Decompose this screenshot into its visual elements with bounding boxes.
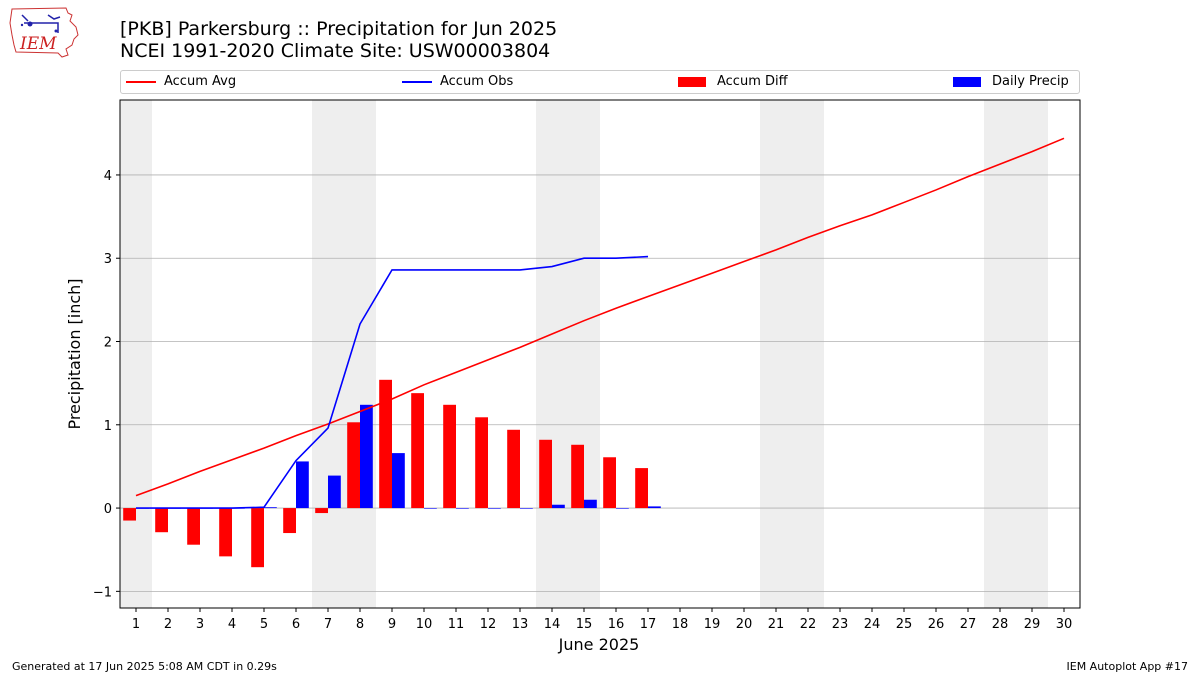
x-axis-label: June 2025 <box>558 635 640 654</box>
weekend-band <box>312 100 376 608</box>
x-tick-label: 12 <box>480 617 497 632</box>
daily-precip-bar <box>584 499 597 509</box>
x-tick-label: 26 <box>928 617 945 632</box>
daily-precip-bar <box>360 404 373 509</box>
y-tick-label: −1 <box>93 585 112 600</box>
accum-diff-bar <box>187 508 200 545</box>
accum-obs-line <box>136 255 649 509</box>
accum-diff-bar <box>539 439 552 509</box>
x-tick-label: 25 <box>896 617 913 632</box>
legend-label-accum-diff: Accum Diff <box>717 74 788 89</box>
accum-diff-bar <box>507 429 520 509</box>
x-tick-label: 14 <box>544 617 561 632</box>
x-tick-label: 23 <box>832 617 849 632</box>
accum-diff-bar <box>251 508 264 568</box>
accum-diff-bar <box>603 457 616 509</box>
x-tick-label: 29 <box>1024 617 1041 632</box>
accum-diff-bar <box>315 508 328 514</box>
accum-diff-bar <box>475 417 488 509</box>
logo-text: IEM <box>19 34 57 54</box>
daily-precip-bar <box>328 475 341 509</box>
x-tick-label: 10 <box>416 617 433 632</box>
accum-diff-bar <box>155 508 168 533</box>
x-tick-label: 4 <box>228 617 236 632</box>
legend-swatch-accum-diff <box>678 77 706 87</box>
legend-swatch-accum-avg <box>126 81 156 83</box>
x-tick-label: 2 <box>164 617 172 632</box>
daily-precip-bar <box>392 453 405 509</box>
accum-diff-bar <box>283 508 296 534</box>
footer-app: IEM Autoplot App #17 <box>1066 660 1189 673</box>
accum-diff-bar <box>635 468 648 509</box>
x-tick-label: 27 <box>960 617 977 632</box>
accum-diff-bar <box>443 404 456 509</box>
x-tick-label: 20 <box>736 617 753 632</box>
accum-avg-line <box>135 137 1065 497</box>
weekend-band <box>984 100 1048 608</box>
x-tick-label: 11 <box>448 617 465 632</box>
x-tick-label: 8 <box>356 617 364 632</box>
y-axis-label: Precipitation [inch] <box>65 278 84 429</box>
x-tick-label: 19 <box>704 617 721 632</box>
legend-label-accum-avg: Accum Avg <box>164 74 237 89</box>
weekend-band <box>536 100 600 608</box>
accum-diff-bar <box>571 444 584 509</box>
x-tick-label: 1 <box>132 617 140 632</box>
chart-subtitle: NCEI 1991-2020 Climate Site: USW00003804 <box>120 40 551 62</box>
legend-swatch-daily-precip <box>953 77 981 87</box>
accum-diff-bar <box>347 422 360 509</box>
footer-generated: Generated at 17 Jun 2025 5:08 AM CDT in … <box>12 660 277 673</box>
x-tick-label: 13 <box>512 617 529 632</box>
x-tick-label: 6 <box>292 617 300 632</box>
accum-diff-bar <box>411 393 424 509</box>
x-tick-label: 22 <box>800 617 817 632</box>
daily-precip-bar <box>296 461 309 509</box>
daily-precip-bar <box>648 506 661 509</box>
legend-label-daily-precip: Daily Precip <box>992 74 1069 89</box>
x-tick-label: 16 <box>608 617 625 632</box>
chart-legend: Accum Avg Accum Obs Accum Diff Daily Pre… <box>120 70 1080 94</box>
weekend-band <box>120 100 152 608</box>
x-tick-label: 17 <box>640 617 657 632</box>
x-tick-label: 28 <box>992 617 1009 632</box>
daily-precip-bar <box>456 508 469 509</box>
iem-logo: IEM <box>8 5 82 63</box>
y-tick-label: 2 <box>104 336 112 351</box>
iem-iowa-logo-icon: IEM <box>9 7 79 58</box>
chart-title: [PKB] Parkersburg :: Precipitation for J… <box>120 18 558 40</box>
daily-precip-bar <box>424 508 437 509</box>
accum-diff-bar <box>219 508 232 557</box>
legend-swatch-accum-obs <box>402 81 432 83</box>
x-tick-label: 30 <box>1056 617 1073 632</box>
daily-precip-bar <box>264 507 277 509</box>
legend-label-accum-obs: Accum Obs <box>440 74 514 89</box>
accum-diff-bar <box>123 508 136 521</box>
daily-precip-bar <box>488 508 501 509</box>
accum-diff-bar <box>379 379 392 509</box>
daily-precip-bar <box>616 508 629 509</box>
y-tick-label: 0 <box>104 502 112 517</box>
x-tick-label: 15 <box>576 617 593 632</box>
x-tick-label: 5 <box>260 617 268 632</box>
x-tick-label: 3 <box>196 617 204 632</box>
y-tick-label: 4 <box>104 169 112 184</box>
daily-precip-bar <box>520 508 533 509</box>
daily-precip-bar <box>552 504 565 509</box>
weekend-band <box>760 100 824 608</box>
plot-frame <box>119 99 1081 609</box>
x-tick-label: 18 <box>672 617 689 632</box>
x-tick-label: 7 <box>324 617 332 632</box>
x-tick-label: 21 <box>768 617 785 632</box>
x-tick-label: 9 <box>388 617 396 632</box>
y-tick-label: 3 <box>104 252 112 267</box>
x-tick-label: 24 <box>864 617 881 632</box>
y-tick-label: 1 <box>104 419 112 434</box>
